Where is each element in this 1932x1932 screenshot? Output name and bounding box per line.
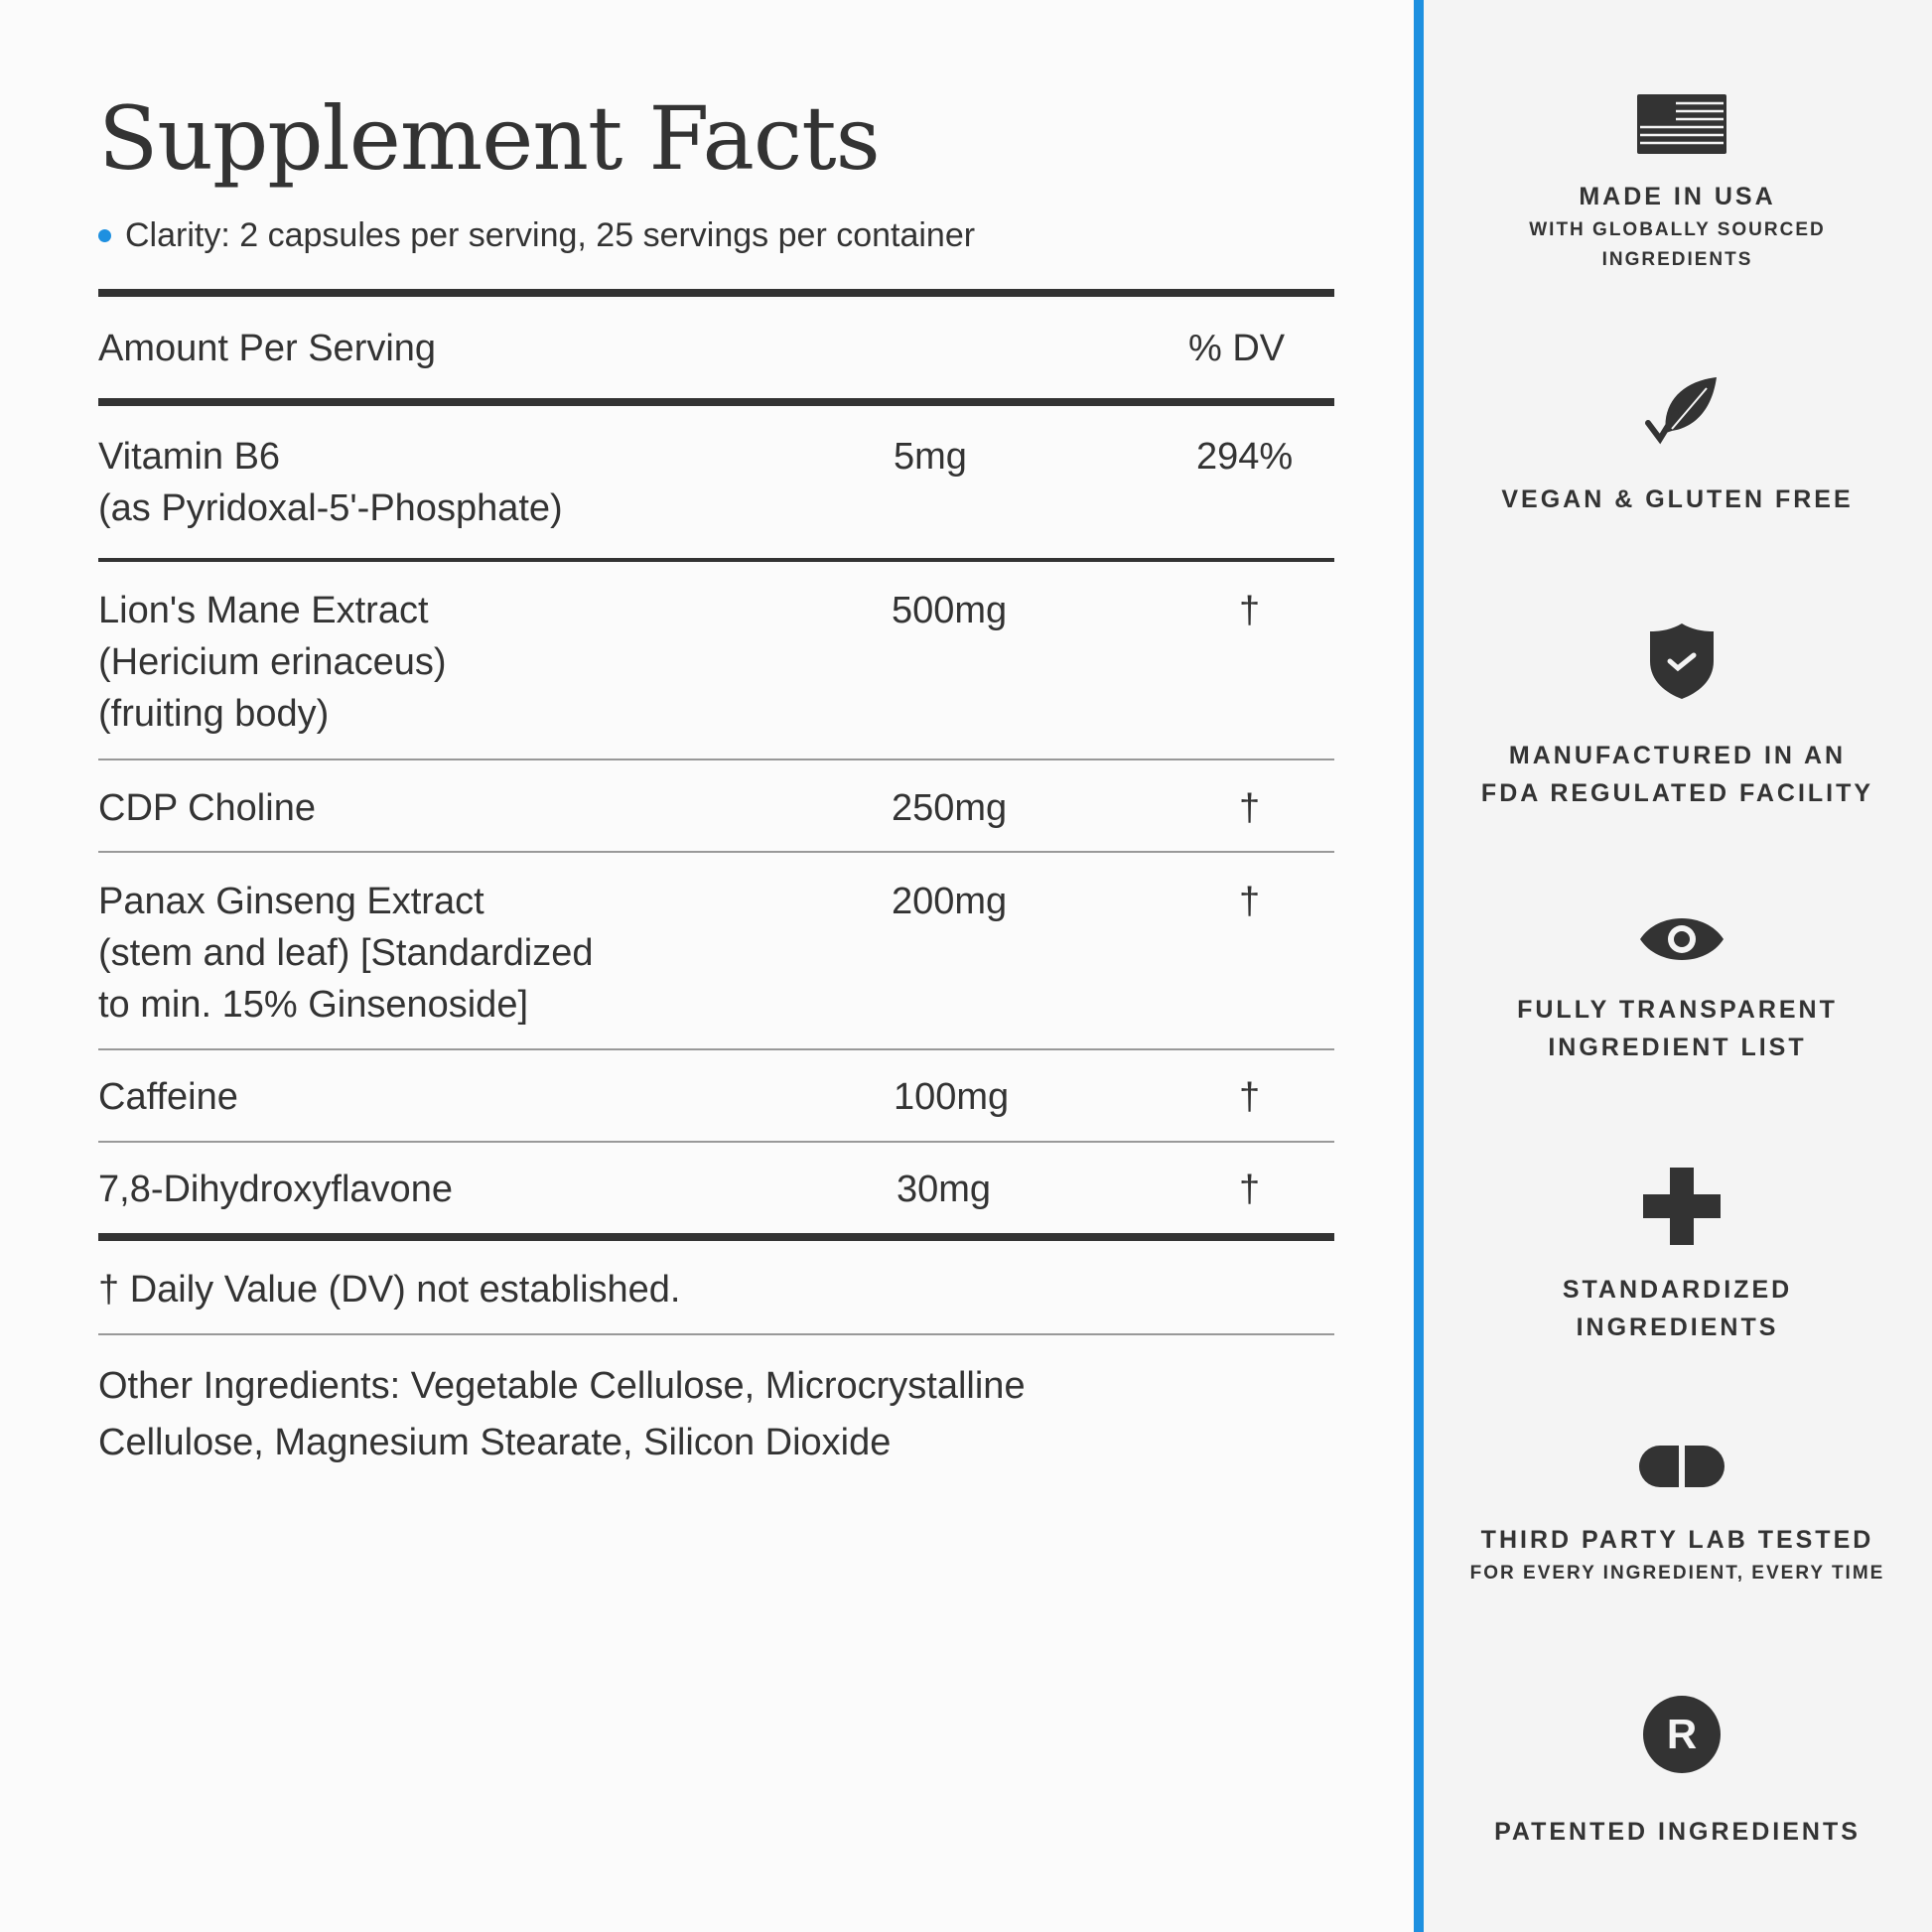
leaf-check-icon bbox=[1632, 373, 1731, 453]
divider bbox=[98, 851, 1334, 853]
row-name: CDP Choline bbox=[98, 787, 316, 829]
capsule-icon bbox=[1632, 1444, 1731, 1489]
row-dv: † bbox=[1239, 1169, 1261, 1210]
row-dv: † bbox=[1239, 787, 1261, 829]
badge-fda: MANUFACTURED IN AN FDA REGULATED FACILITY bbox=[1480, 742, 1874, 807]
badges-panel bbox=[1423, 0, 1932, 1932]
row-amount: 200mg bbox=[892, 881, 1008, 922]
row-name: Caffeine bbox=[98, 1076, 238, 1118]
page-title: Supplement Facts bbox=[98, 87, 881, 190]
row-amount: 5mg bbox=[894, 436, 967, 478]
header-dv: % DV bbox=[1188, 328, 1286, 369]
row-dv: † bbox=[1239, 590, 1261, 631]
serving-info: Clarity: 2 capsules per serving, 25 serv… bbox=[98, 216, 975, 255]
divider bbox=[98, 1141, 1334, 1143]
row-dv: † bbox=[1239, 1076, 1261, 1118]
row-name: Lion's Mane Extract (Hericium erinaceus)(… bbox=[98, 590, 447, 735]
row-dv: † bbox=[1239, 881, 1261, 922]
badge-transparent: FULLY TRANSPARENT INGREDIENT LIST bbox=[1517, 996, 1838, 1061]
divider bbox=[98, 1048, 1334, 1050]
row-amount: 250mg bbox=[892, 787, 1008, 829]
badge-lab-tested: THIRD PARTY LAB TESTED FOR EVERY INGREDIE… bbox=[1469, 1526, 1885, 1584]
divider-thick bbox=[98, 289, 1334, 297]
row-name: Vitamin B6 (as Pyridoxal-5'-Phosphate) bbox=[98, 436, 563, 529]
footnote: † Daily Value (DV) not established. bbox=[98, 1269, 681, 1311]
registered-icon: R bbox=[1632, 1695, 1731, 1774]
divider-thick bbox=[98, 398, 1334, 406]
flag-icon bbox=[1632, 93, 1731, 155]
bullet-icon bbox=[98, 229, 111, 242]
row-name: 7,8-Dihydroxyflavone bbox=[98, 1169, 453, 1210]
svg-text:R: R bbox=[1667, 1711, 1697, 1757]
divider bbox=[98, 558, 1334, 562]
eye-icon bbox=[1632, 909, 1731, 969]
row-amount: 100mg bbox=[894, 1076, 1010, 1118]
divider bbox=[98, 1333, 1334, 1335]
shield-check-icon bbox=[1632, 621, 1731, 701]
divider-thick bbox=[98, 1233, 1334, 1241]
serving-text: Clarity: 2 capsules per serving, 25 serv… bbox=[125, 216, 976, 254]
badge-vegan: VEGAN & GLUTEN FREE bbox=[1501, 485, 1854, 513]
divider bbox=[98, 759, 1334, 760]
badge-patented: PATENTED INGREDIENTS bbox=[1494, 1818, 1861, 1846]
header-amount: Amount Per Serving bbox=[98, 328, 437, 369]
badge-standardized: STANDARDIZED INGREDIENTS bbox=[1562, 1276, 1793, 1341]
plus-icon bbox=[1632, 1168, 1731, 1245]
accent-divider bbox=[1414, 0, 1424, 1932]
badge-made-in-usa: MADE IN USA WITH GLOBALLY SOURCED INGREDIE… bbox=[1529, 183, 1826, 270]
row-dv: 294% bbox=[1196, 436, 1294, 478]
other-ingredients: Other Ingredients: Vegetable Cellulose, … bbox=[98, 1365, 1026, 1463]
row-name: Panax Ginseng Extract (stem and leaf) [St… bbox=[98, 881, 594, 1026]
row-amount: 500mg bbox=[892, 590, 1008, 631]
row-amount: 30mg bbox=[897, 1169, 992, 1210]
